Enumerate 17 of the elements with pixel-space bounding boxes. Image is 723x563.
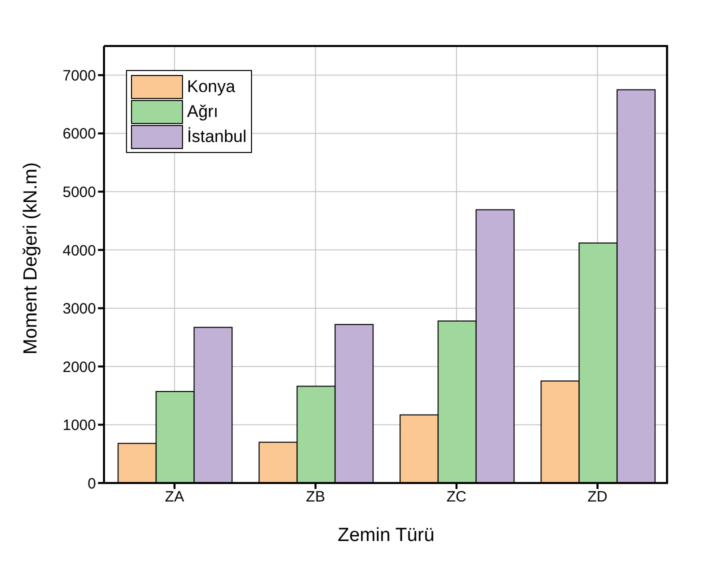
legend-label: Ağrı [187,102,218,122]
y-tick-label: 3000 [62,300,96,318]
legend-label: İstanbul [187,126,247,146]
y-tick-label: 0 [88,475,96,492]
legend-label: Konya [187,76,236,96]
y-axis-title: Moment Değeri (kN.m) [20,162,42,354]
y-tick-label: 2000 [62,358,96,376]
x-axis-title: Zemin Türü [338,525,434,546]
y-tick-label: 6000 [62,126,96,143]
y-tick-label: 5000 [62,184,96,201]
y-tick-label: 1000 [62,417,96,434]
y-tick-label: 4000 [62,242,96,260]
y-tick-label: 7000 [62,67,96,84]
x-tick-label: ZA [164,488,184,506]
x-tick-label: ZD [588,488,608,506]
x-tick-label: ZC [446,488,467,506]
x-tick-label: ZB [306,488,326,506]
